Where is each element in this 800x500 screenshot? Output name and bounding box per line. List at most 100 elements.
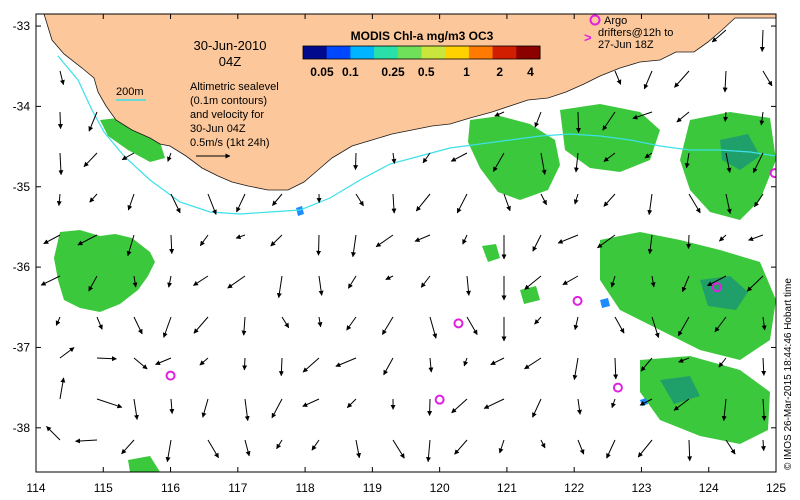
velocity-arrow: [425, 439, 431, 463]
velocity-arrow: [714, 316, 727, 333]
velocity-arrow: [227, 275, 246, 289]
velocity-arrow: [540, 193, 547, 206]
velocity-arrow: [414, 234, 431, 242]
velocity-arrow: [647, 193, 653, 216]
velocity-arrow: [524, 357, 542, 370]
chl-patch-shelf-east: [560, 104, 660, 172]
velocity-arrow: [278, 357, 284, 377]
x-tick-label: 119: [363, 481, 382, 495]
velocity-arrow: [597, 234, 616, 249]
velocity-arrow: [676, 111, 690, 123]
velocity-arrow: [429, 316, 438, 339]
argo-float-marker: [572, 295, 583, 306]
velocity-arrow: [132, 275, 138, 288]
x-tick-label: 124: [699, 481, 719, 495]
velocity-arrow: [58, 152, 64, 176]
velocity-arrow: [573, 316, 579, 331]
velocity-arrow: [89, 193, 98, 203]
velocity-arrow: [347, 275, 357, 289]
velocity-arrow: [169, 398, 175, 415]
colorbar-segment: [468, 46, 494, 59]
velocity-arrow: [647, 234, 653, 255]
velocity-arrow: [162, 316, 172, 338]
plot-frame: [35, 13, 777, 473]
chl-patch-east-middle: [600, 232, 776, 360]
velocity-arrow: [576, 398, 582, 415]
y-axis: -33 -34 -35 -36 -37 -38: [13, 19, 776, 435]
velocity-arrow: [463, 357, 469, 367]
velocity-arrow: [483, 398, 505, 409]
velocity-arrow: [532, 398, 542, 418]
y-tick-label: -33: [13, 19, 31, 33]
velocity-arrow: [492, 152, 505, 172]
chl-patch-blue-1: [296, 206, 304, 216]
chl-patch-east-lower: [640, 356, 770, 444]
y-tick-label: -36: [13, 260, 31, 274]
velocity-arrow: [723, 111, 729, 122]
argo-legend-line-2: drifters@12h to: [598, 27, 673, 39]
velocity-arrow: [167, 152, 172, 162]
velocity-arrow: [59, 70, 65, 86]
argo-legend-line-1: Argo: [604, 15, 627, 27]
velocity-arrow: [762, 70, 773, 87]
velocity-arrow: [759, 29, 765, 52]
velocity-arrow: [281, 316, 290, 329]
velocity-arrow: [557, 234, 579, 244]
velocity-arrow: [450, 152, 468, 162]
colorbar-segment: [516, 46, 541, 59]
velocity-arrow: [59, 347, 75, 359]
chl-patch-east-upper: [680, 112, 776, 220]
velocity-arrow: [498, 439, 505, 454]
altimetry-legend: Altimetric sealevel (0.1m contours) and …: [190, 81, 279, 159]
velocity-arrow: [718, 357, 727, 368]
velocity-arrow: [244, 398, 250, 422]
velocity-arrow: [534, 316, 542, 325]
australia-land: [43, 14, 776, 191]
altimetry-line-1: Altimetric sealevel: [190, 81, 279, 93]
velocity-arrow: [614, 70, 622, 85]
velocity-arrow: [722, 70, 728, 93]
velocity-arrow: [165, 439, 172, 463]
velocity-arrow: [236, 193, 246, 213]
velocity-arrow: [43, 234, 61, 245]
chl-patch-southwest-cape: [100, 118, 165, 162]
velocity-arrow: [466, 316, 478, 336]
velocity-arrow: [199, 234, 209, 247]
velocity-arrow: [193, 316, 209, 334]
y-tick-label: -34: [13, 99, 31, 113]
velocity-arrow: [346, 316, 357, 331]
velocity-arrow: [759, 111, 765, 126]
velocity-arrow: [761, 398, 767, 421]
y-tick-label: -37: [13, 340, 31, 354]
velocity-arrow: [126, 234, 135, 257]
velocity-arrow: [40, 275, 61, 286]
velocity-arrow: [276, 439, 283, 450]
velocity-arrow: [632, 111, 653, 120]
altimetry-line-5: 0.5m/s (1kt 24h): [190, 137, 269, 149]
colorbar-segment: [350, 46, 375, 59]
colorbar-tick-label: 1: [463, 65, 470, 79]
colorbar-segment: [445, 46, 470, 59]
velocity-arrow: [415, 193, 431, 212]
velocity-arrow: [207, 193, 217, 215]
velocity-arrow: [494, 111, 505, 117]
velocity-arrow: [121, 152, 135, 161]
velocity-arrow: [681, 275, 690, 293]
velocity-arrow: [335, 357, 357, 367]
velocity-arrow: [603, 193, 616, 207]
date-label: 30-Jun-2010: [194, 38, 267, 53]
x-tick-label: 114: [26, 481, 45, 495]
velocity-arrow: [611, 398, 616, 409]
velocity-arrow: [133, 398, 139, 421]
velocity-arrow: [201, 398, 209, 418]
velocity-arrow: [56, 193, 62, 207]
velocity-arrow: [748, 234, 764, 242]
velocity-arrow: [606, 439, 616, 459]
velocity-arrow: [643, 70, 653, 90]
colorbar-segment: [326, 46, 351, 59]
velocity-arrow: [127, 193, 135, 211]
velocity-arrow: [167, 275, 173, 288]
velocity-arrow: [155, 357, 172, 366]
x-axis: 114 115 116 117 118 119 120 121 122 123 124 125: [26, 14, 786, 495]
velocity-arrow: [614, 316, 625, 334]
